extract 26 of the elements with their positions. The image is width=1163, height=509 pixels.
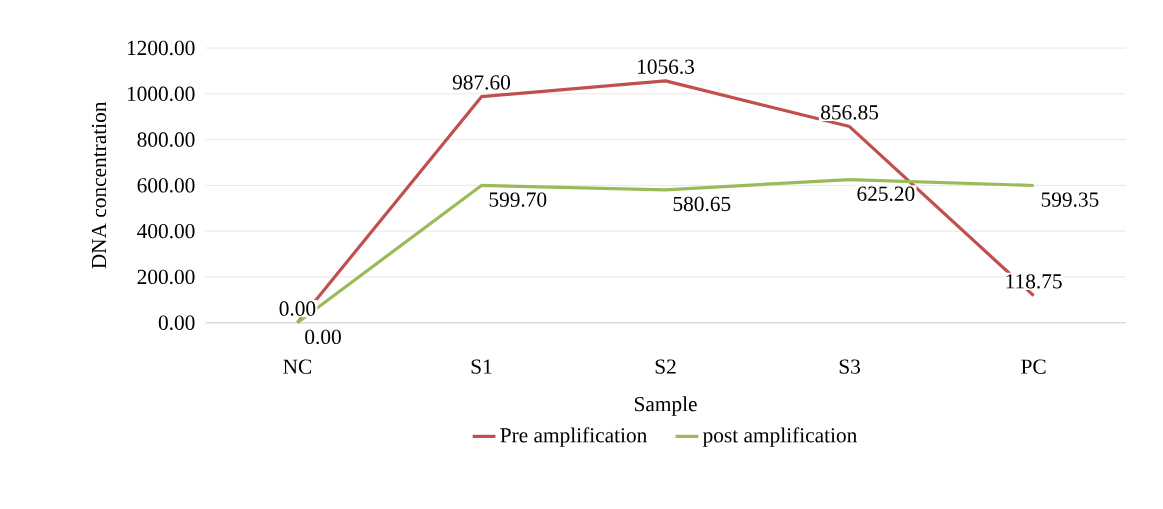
y-axis-title: DNA concentration	[91, 101, 107, 269]
x-tick-label: S3	[839, 359, 861, 374]
data-label: 987.60	[452, 74, 510, 90]
y-tick-label: 1200.00	[127, 40, 195, 56]
y-tick-label: 0.00	[158, 315, 195, 330]
x-tick-label: S1	[471, 359, 492, 374]
y-tick-label: 800.00	[137, 132, 195, 147]
data-label: 599.35	[1041, 192, 1099, 207]
y-tick-label: 600.00	[137, 177, 195, 193]
data-label: 580.65	[673, 196, 731, 211]
y-tick-label: 400.00	[137, 223, 195, 239]
x-axis-title: Sample	[634, 396, 697, 416]
data-label: 625.20	[857, 186, 915, 201]
legend-label: Pre amplification	[500, 427, 647, 447]
data-label: 599.70	[489, 192, 547, 207]
y-tick-label: 1000.00	[127, 86, 195, 101]
data-label: 1056.3	[638, 59, 695, 74]
legend-label: post amplification	[702, 427, 857, 447]
x-tick-label: NC	[283, 359, 312, 374]
x-tick-label: S2	[655, 359, 676, 374]
x-tick-label: PC	[1021, 359, 1046, 374]
data-label: 0.00	[279, 301, 316, 316]
data-label: 118.75	[1006, 273, 1062, 289]
y-tick-label: 200.00	[137, 269, 195, 284]
data-label: 856.85	[821, 104, 879, 120]
data-label: 0.00	[305, 329, 341, 344]
